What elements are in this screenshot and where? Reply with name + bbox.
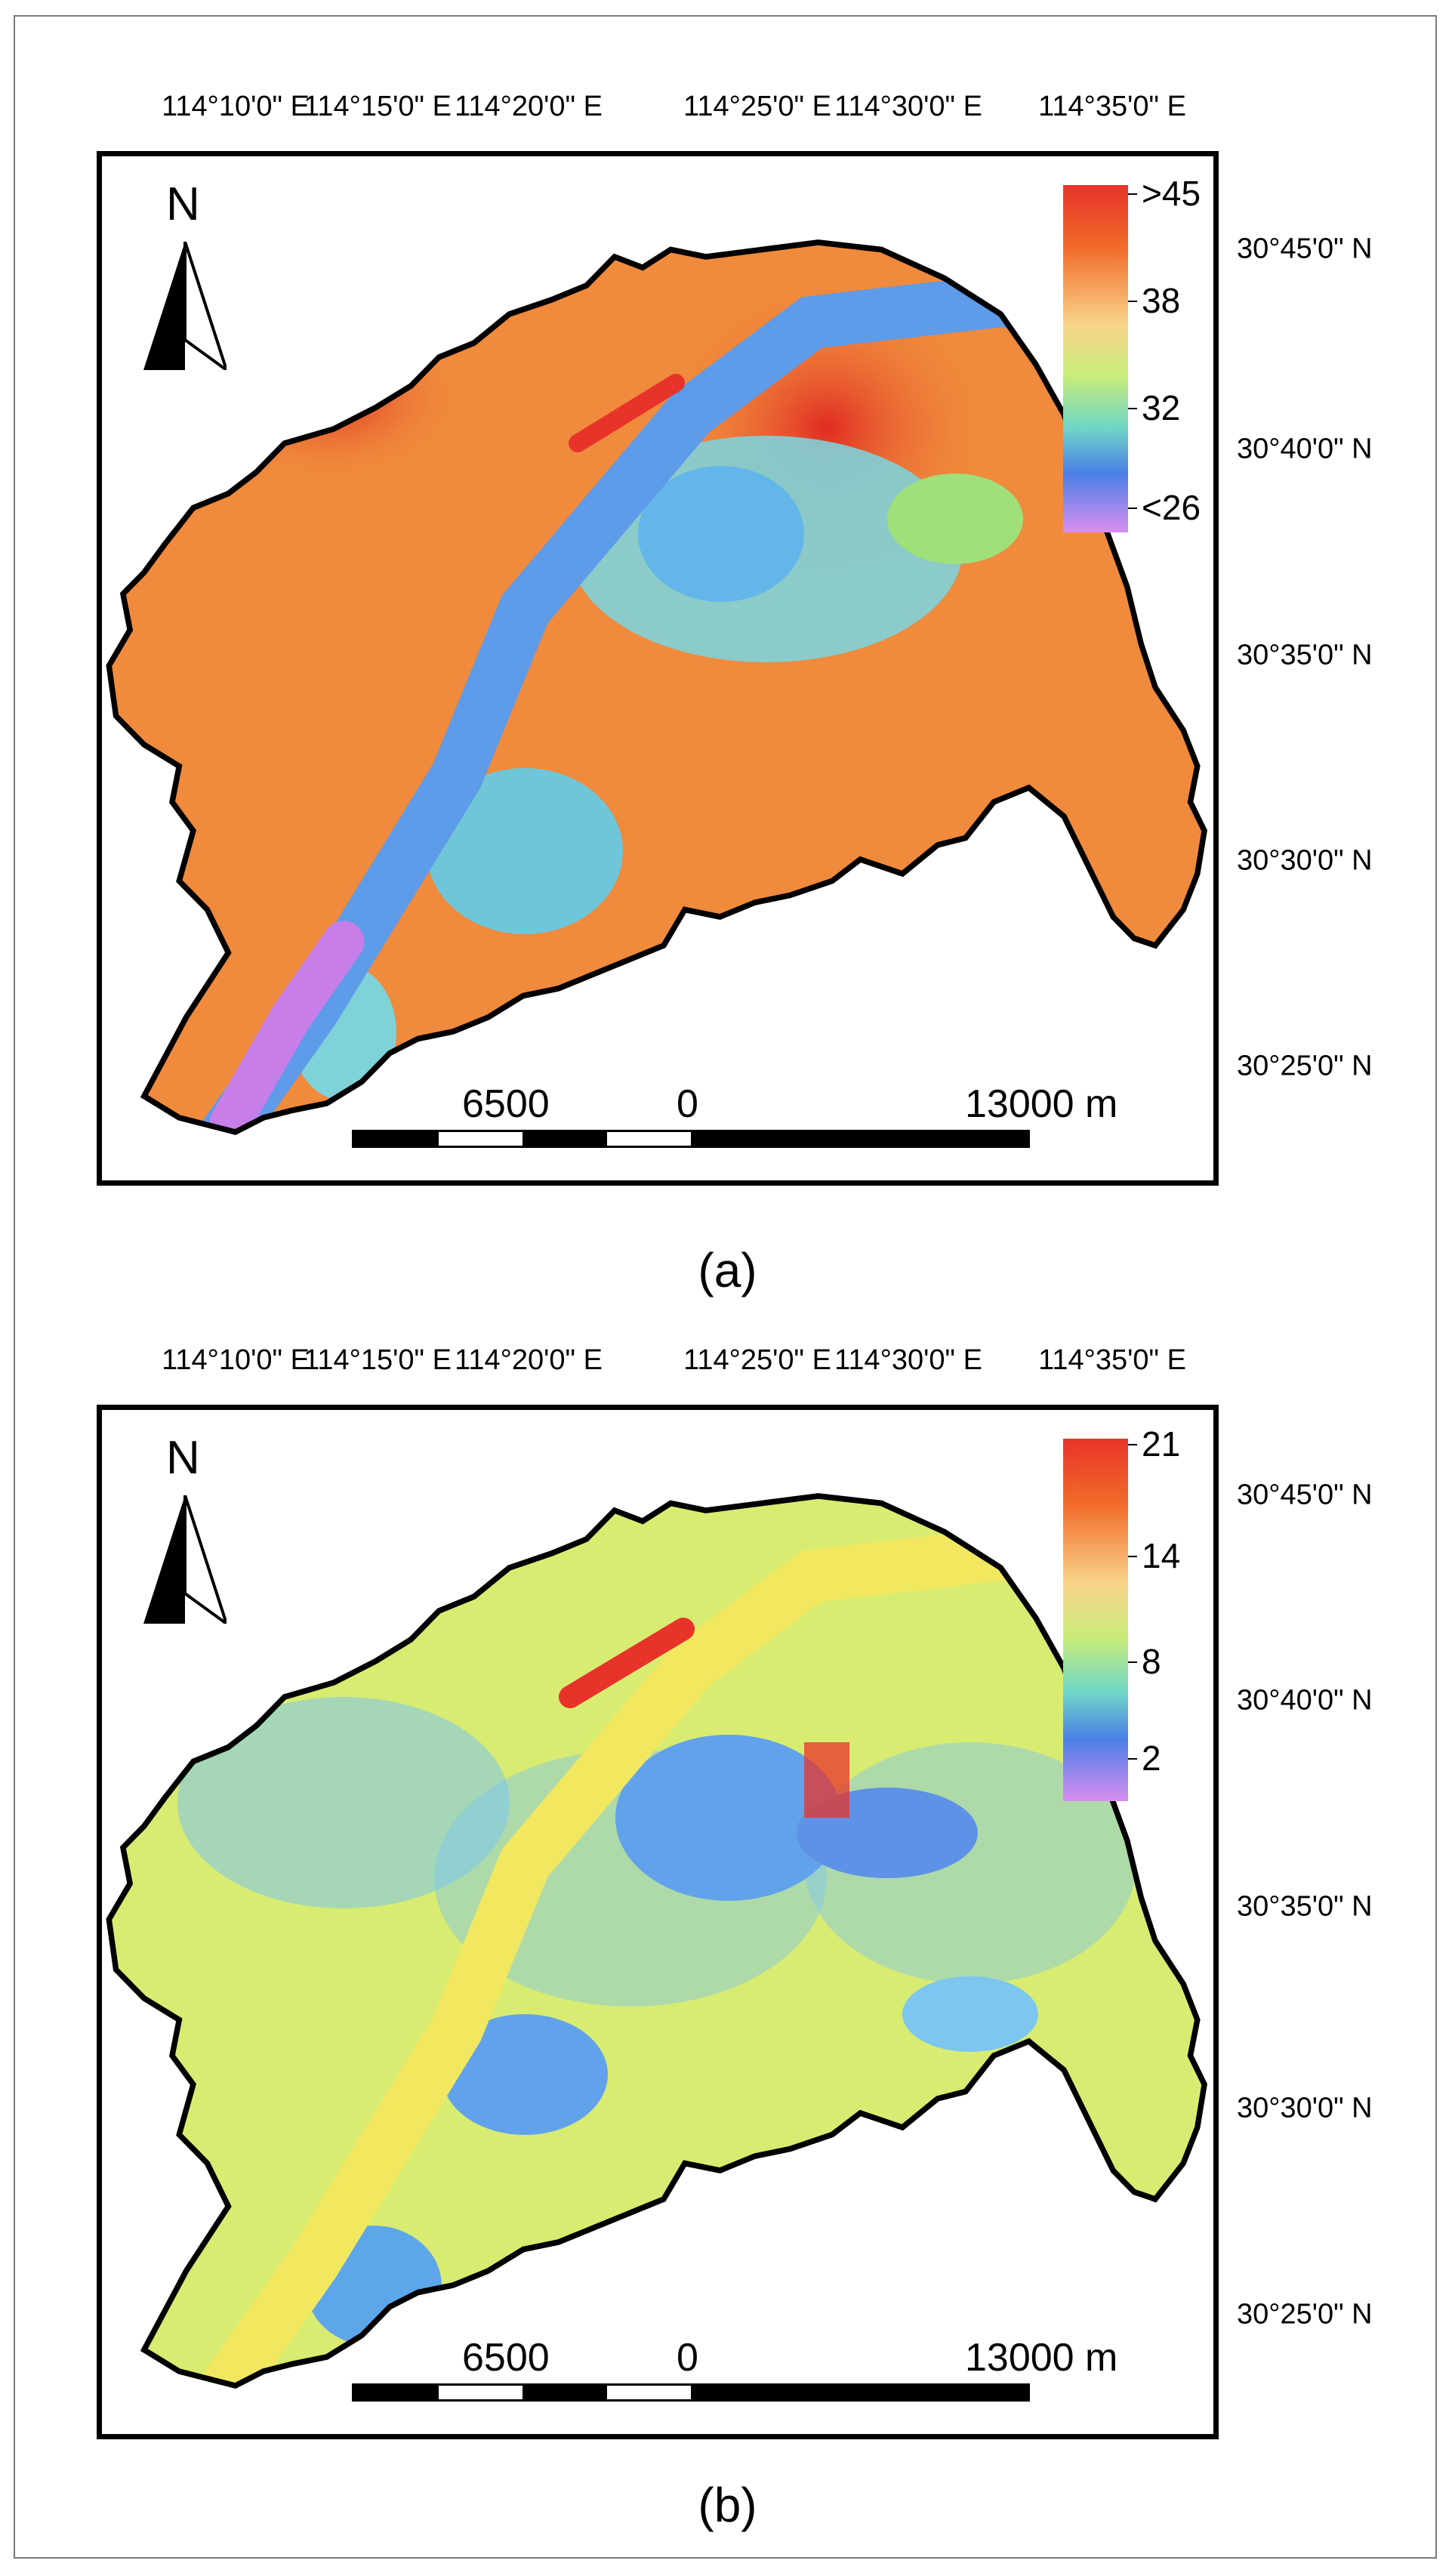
longitude-label: 114°10'0" E (162, 91, 310, 122)
scale-label-6500: 6500 (462, 2336, 550, 2380)
longitude-label: 114°35'0" E (1038, 91, 1186, 122)
legend-tick (1128, 193, 1137, 195)
legend-tick (1128, 408, 1137, 409)
cool-patch (902, 1976, 1038, 2052)
north-label: N (166, 178, 200, 230)
longitude-label: 114°20'0" E (455, 91, 603, 122)
hot-block (804, 1742, 849, 1818)
panel-caption: (a) (698, 1243, 757, 1297)
latitude-label: 30°25'0" N (1237, 1050, 1373, 1082)
latitude-label: 30°45'0" N (1237, 1479, 1373, 1511)
longitude-label: 114°25'0" E (683, 1344, 831, 1376)
figure-frame (14, 15, 1437, 2559)
longitude-label: 114°30'0" E (834, 1344, 982, 1376)
legend-colorbar (1063, 1439, 1128, 1801)
map-frame (97, 151, 1219, 1186)
scale-bar (352, 2383, 1030, 2402)
latitude-label: 30°40'0" N (1237, 1684, 1373, 1717)
hot-zone (193, 315, 464, 481)
map-panel-b: 114°10'0" E 114°15'0" E 114°20'0" E 114°… (0, 1254, 1455, 2532)
legend-label: 8 (1142, 1642, 1161, 1681)
legend-label: >45 (1142, 174, 1201, 213)
legend-tick (1128, 1758, 1137, 1760)
lake-south (427, 768, 623, 934)
latitude-label: 30°35'0" N (1237, 639, 1373, 671)
map-frame (97, 1405, 1219, 2439)
scale-bar (352, 1130, 1030, 1148)
north-arrow-icon (143, 242, 227, 370)
legend-label: 38 (1142, 281, 1181, 320)
lake-east-center (638, 466, 804, 602)
latitude-label: 30°40'0" N (1237, 433, 1373, 465)
longitude-label: 114°35'0" E (1038, 1344, 1186, 1376)
island-hot (559, 1618, 695, 1708)
city-boundary (106, 1493, 1207, 2389)
legend-label: 32 (1142, 388, 1181, 427)
panel-caption: (b) (698, 2478, 757, 2532)
longitude-label: 114°25'0" E (683, 91, 831, 122)
legend-tick (1128, 1444, 1137, 1445)
scale-label-zero: 0 (677, 2336, 698, 2380)
heat-map (106, 239, 1207, 1136)
latitude-label: 30°30'0" N (1237, 844, 1373, 877)
scale-label-zero: 0 (677, 1082, 698, 1126)
legend-tick (1128, 507, 1137, 509)
longitude-label: 114°30'0" E (834, 91, 982, 122)
legend-tick (1128, 1556, 1137, 1557)
latitude-label: 30°30'0" N (1237, 2092, 1373, 2124)
green-patch (887, 474, 1023, 564)
longitude-label: 114°10'0" E (162, 1344, 310, 1376)
cool-zone (177, 1697, 510, 1908)
legend-colorbar (1063, 185, 1128, 532)
legend-label: 21 (1142, 1424, 1181, 1464)
green-patch (940, 844, 1106, 979)
longitude-label: 114°15'0" E (304, 91, 452, 122)
lake-east (615, 1735, 842, 1901)
scale-label-13000: 13000 m (965, 2336, 1118, 2380)
scale-label-13000: 13000 m (965, 1082, 1118, 1126)
legend-tick (1128, 301, 1137, 302)
lake-south (442, 2014, 608, 2135)
scale-label-6500: 6500 (462, 1082, 550, 1126)
city-boundary (106, 239, 1207, 1136)
latitude-label: 30°45'0" N (1237, 233, 1373, 265)
longitude-label: 114°15'0" E (304, 1344, 452, 1376)
legend-label: 2 (1142, 1738, 1161, 1778)
map-panel-a: 114°10'0" E 114°15'0" E 114°20'0" E 114°… (0, 0, 1455, 1297)
heat-map (106, 1493, 1207, 2389)
latitude-label: 30°25'0" N (1237, 2298, 1373, 2331)
legend-label: 14 (1142, 1536, 1181, 1575)
north-arrow-icon (143, 1495, 227, 1624)
latitude-label: 30°35'0" N (1237, 1890, 1373, 1923)
island-hot (569, 374, 685, 452)
legend-label: <26 (1142, 488, 1201, 527)
legend-tick (1128, 1661, 1137, 1663)
longitude-label: 114°20'0" E (455, 1344, 603, 1376)
north-label: N (166, 1432, 200, 1484)
river-purple-reach (209, 921, 365, 1132)
